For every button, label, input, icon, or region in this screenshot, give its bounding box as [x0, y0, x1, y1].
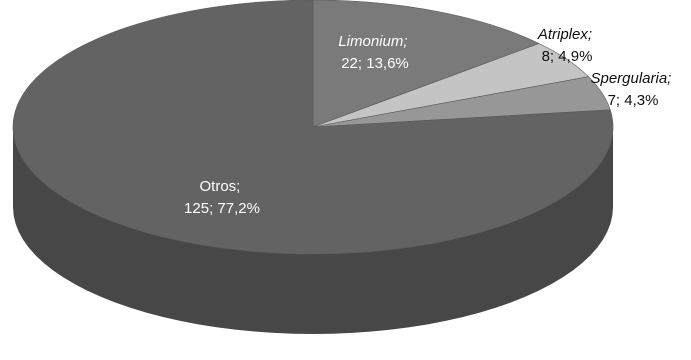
- label-otros-name: Otros;: [199, 178, 240, 195]
- pie-top-group: [12, 0, 614, 255]
- label-spergularia-detail: 7; 4,3%: [608, 92, 659, 109]
- label-atriplex-detail: 8; 4,9%: [542, 48, 593, 65]
- label-limonium-name: Limonium;: [338, 33, 407, 50]
- pie-side-group: [13, 127, 613, 334]
- label-atriplex: Atriplex; 8; 4,9%: [537, 26, 596, 65]
- pie-slice-limonium: [312, 0, 540, 128]
- pie-slice-otros: [12, 0, 614, 255]
- pie-label-group: Limonium; 22; 13,6% Atriplex; 8; 4,9% Sp…: [184, 26, 675, 217]
- label-spergularia-name: Spergularia;: [590, 70, 671, 87]
- label-otros-detail: 125; 77,2%: [184, 200, 260, 217]
- label-limonium-detail: 22; 13,6%: [341, 55, 409, 72]
- label-otros: Otros; 125; 77,2%: [184, 178, 260, 217]
- pie-side-otros: [13, 127, 613, 334]
- label-atriplex-name: Atriplex;: [537, 26, 592, 43]
- label-spergularia: Spergularia; 7; 4,3%: [590, 70, 675, 109]
- label-limonium: Limonium; 22; 13,6%: [338, 33, 411, 72]
